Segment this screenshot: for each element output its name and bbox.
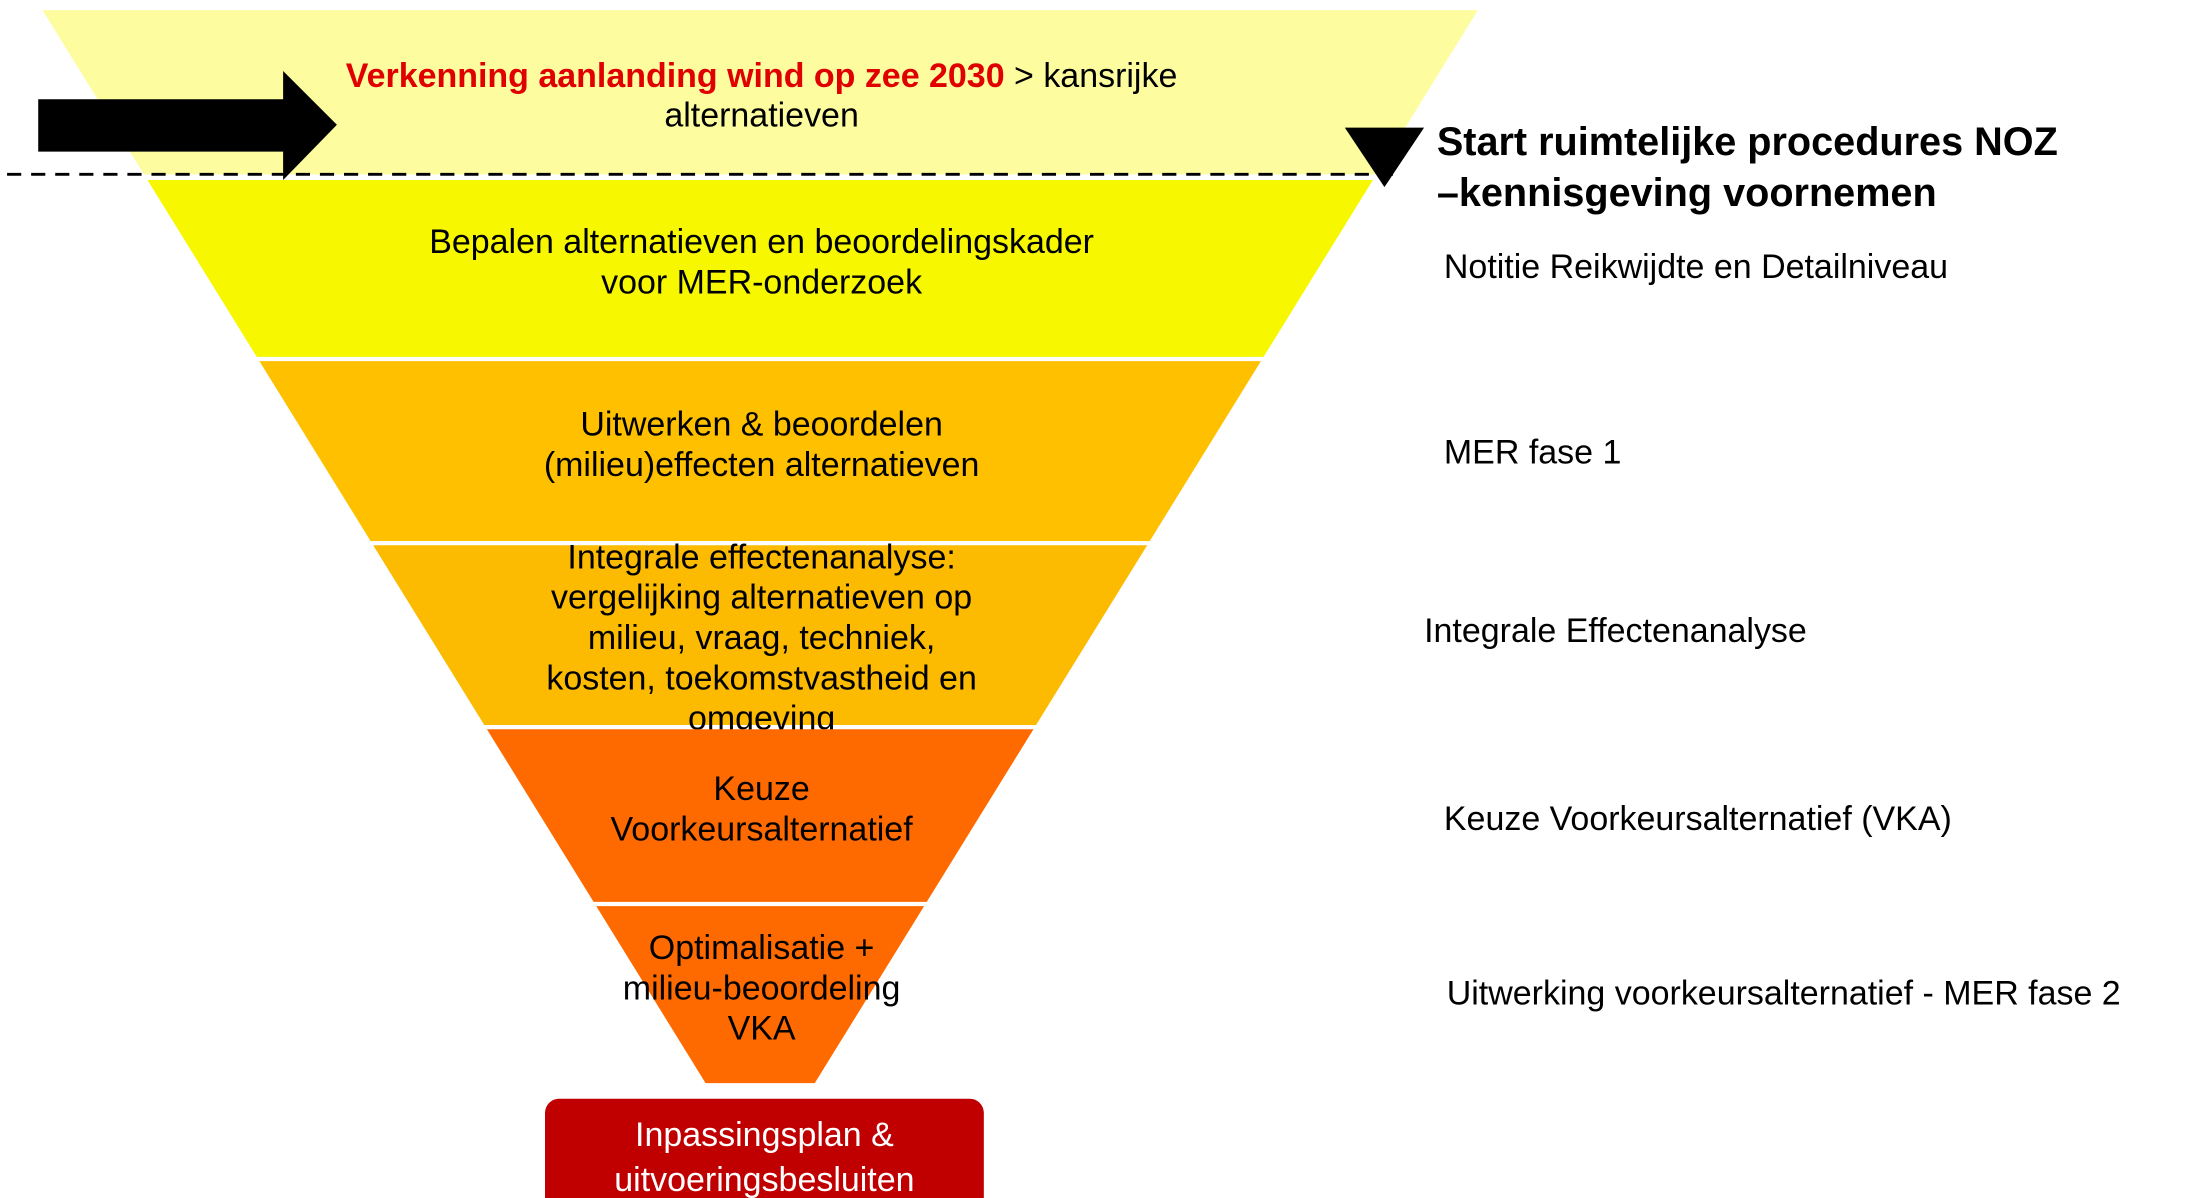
funnel: Bepalen alternatieven en beoordelingskad… xyxy=(42,10,1478,1084)
marker-triangle xyxy=(1344,127,1425,188)
stage-text: milieu, vraag, techniek, xyxy=(588,619,935,657)
intro-line2: alternatieven xyxy=(664,97,859,135)
side-label: Integrale Effectenanalyse xyxy=(1424,612,1807,650)
stage-text: (milieu)effecten alternatieven xyxy=(544,446,980,484)
header-line1: Start ruimtelijke procedures NOZ xyxy=(1437,120,2058,164)
stage-text: Integrale effectenanalyse: xyxy=(567,538,955,576)
intro-rest: > kansrijke xyxy=(1014,57,1177,95)
arrow xyxy=(38,70,337,180)
stage-text: Keuze xyxy=(713,770,809,808)
side-label: Keuze Voorkeursalternatief (VKA) xyxy=(1444,800,1952,838)
funnel-band xyxy=(373,545,1148,725)
stage-text: vergelijking alternatieven op xyxy=(551,579,972,617)
funnel-band xyxy=(147,179,1373,357)
result-line: uitvoeringsbesluiten xyxy=(614,1161,914,1198)
side-label: Uitwerking voorkeursalternatief - MER fa… xyxy=(1447,974,2121,1012)
funnel-band xyxy=(486,729,1034,902)
funnel-band xyxy=(42,10,1478,175)
header-line2: –kennisgeving voornemen xyxy=(1437,171,1937,215)
stage-text: kosten, toekomstvastheid en xyxy=(546,659,977,697)
side-label: MER fase 1 xyxy=(1444,434,1621,472)
stage-text: Bepalen alternatieven en beoordelingskad… xyxy=(429,223,1094,261)
intro-line1: Verkenning aanlanding wind op zee 2030 >… xyxy=(346,57,1178,95)
stage-text: VKA xyxy=(728,1010,796,1048)
stage-text: Uitwerken & beoordelen xyxy=(580,406,943,444)
side-label: Notitie Reikwijdte en Detailniveau xyxy=(1444,248,1948,286)
stage-text: milieu-beoordeling xyxy=(623,969,901,1007)
stage-text: Optimalisatie + xyxy=(649,929,875,967)
stage-text: voor MER-onderzoek xyxy=(601,263,923,301)
funnel-band xyxy=(259,361,1261,541)
funnel-band xyxy=(596,906,925,1084)
result-box xyxy=(545,1098,984,1198)
intro-highlight: Verkenning aanlanding wind op zee 2030 xyxy=(346,57,1005,95)
result-line: Inpassingsplan & xyxy=(635,1116,894,1154)
stage-text: Voorkeursalternatief xyxy=(611,810,914,848)
